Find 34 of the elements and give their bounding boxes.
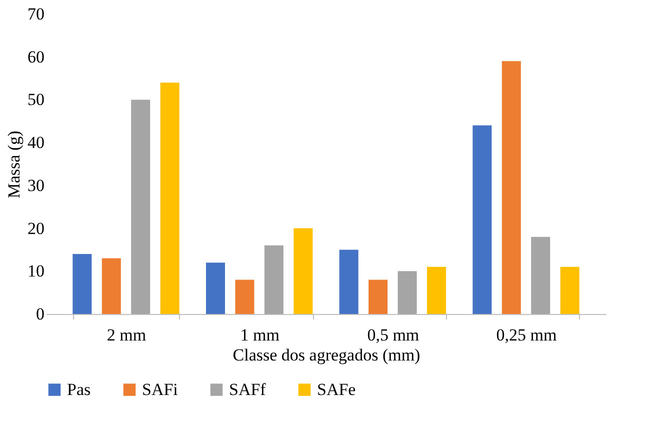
bar	[560, 266, 580, 314]
bar	[206, 262, 225, 314]
bar	[72, 254, 92, 314]
bar	[502, 61, 521, 314]
legend-label: Pas	[67, 380, 91, 399]
legend-label: SAFf	[229, 380, 266, 399]
y-tick-label: 40	[28, 133, 44, 152]
y-tick-label: 60	[28, 47, 44, 66]
y-tick-label: 70	[28, 4, 44, 24]
bar	[294, 228, 313, 314]
legend-label: SAFi	[142, 380, 178, 399]
x-tick-label: 0,5 mm	[367, 326, 420, 344]
x-tick-label: 1 mm	[240, 326, 280, 344]
legend-label: SAFe	[317, 380, 356, 399]
y-tick-label: 20	[28, 218, 44, 238]
x-axis-title: Classe dos agregados (mm)	[232, 346, 420, 364]
x-tick-label: 2 mm	[106, 326, 146, 344]
bar	[131, 100, 150, 314]
bar	[531, 236, 550, 314]
y-tick-label: 50	[28, 90, 44, 110]
bar	[368, 280, 388, 314]
y-tick-label: 0	[36, 304, 44, 324]
bar	[427, 266, 446, 314]
y-tick-label: 30	[28, 176, 44, 195]
bar	[339, 250, 358, 314]
bar	[160, 82, 180, 314]
bar	[102, 258, 121, 314]
y-tick-label: 10	[28, 262, 44, 281]
bar	[235, 280, 254, 314]
bar	[472, 125, 492, 314]
x-tick-label: 0,25 mm	[496, 326, 557, 344]
bar	[264, 245, 284, 314]
y-axis-title: Massa (g)	[4, 130, 24, 198]
bar	[398, 271, 417, 314]
